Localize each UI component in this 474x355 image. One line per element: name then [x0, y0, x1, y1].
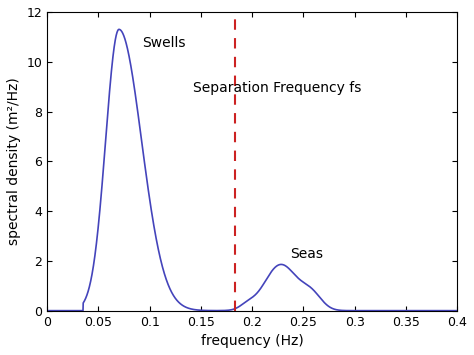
- X-axis label: frequency (Hz): frequency (Hz): [201, 334, 303, 348]
- Text: Seas: Seas: [290, 247, 323, 261]
- Text: Swells: Swells: [143, 36, 186, 50]
- Y-axis label: spectral density (m²/Hz): spectral density (m²/Hz): [7, 77, 21, 245]
- Text: Separation Frequency fs: Separation Frequency fs: [193, 81, 361, 94]
